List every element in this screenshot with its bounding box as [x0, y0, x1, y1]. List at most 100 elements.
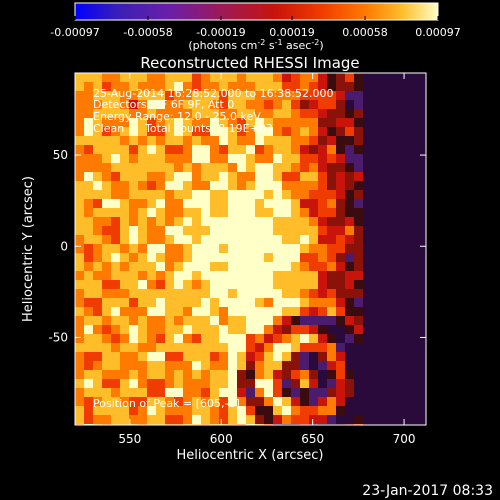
heatmap-cell — [165, 253, 175, 263]
heatmap-cell — [336, 334, 346, 344]
heatmap-cell — [93, 271, 103, 281]
heatmap-cell — [354, 262, 364, 272]
heatmap-cell — [381, 415, 391, 425]
heatmap-cell — [111, 316, 121, 326]
heatmap-cell — [228, 280, 238, 290]
heatmap-cell — [399, 217, 409, 227]
heatmap-cell — [318, 100, 328, 110]
heatmap-cell — [174, 208, 184, 218]
heatmap-cell — [129, 280, 139, 290]
heatmap-cell — [129, 217, 139, 227]
heatmap-cell — [102, 190, 112, 200]
heatmap-cell — [417, 316, 426, 326]
heatmap-cell — [354, 370, 364, 380]
heatmap-cell — [363, 100, 373, 110]
heatmap-cell — [165, 370, 175, 380]
heatmap-cell — [273, 73, 283, 83]
heatmap-cell — [291, 199, 301, 209]
heatmap-cell — [156, 91, 166, 101]
heatmap-cell — [264, 253, 274, 263]
heatmap-cell — [300, 100, 310, 110]
heatmap-cell — [156, 181, 166, 191]
heatmap-cell — [345, 298, 355, 308]
heatmap-cell — [120, 109, 130, 119]
heatmap-cell — [147, 154, 157, 164]
heatmap-cell — [192, 352, 202, 362]
heatmap-cell — [381, 262, 391, 272]
heatmap-cell — [183, 334, 193, 344]
heatmap-cell — [210, 280, 220, 290]
heatmap-cell — [147, 91, 157, 101]
heatmap-cell — [174, 73, 184, 83]
heatmap-cell — [102, 163, 112, 173]
heatmap-cell — [228, 352, 238, 362]
heatmap-cell — [246, 388, 256, 398]
heatmap-cell — [372, 73, 382, 83]
heatmap-cell — [210, 145, 220, 155]
heatmap-cell — [300, 154, 310, 164]
heatmap-cell — [345, 118, 355, 128]
heatmap-cell — [165, 316, 175, 326]
heatmap-cell — [174, 181, 184, 191]
heatmap-cell — [255, 343, 265, 353]
heatmap-cell — [210, 415, 220, 425]
heatmap-cell — [300, 379, 310, 389]
heatmap-cell — [174, 127, 184, 137]
heatmap-cell — [282, 325, 292, 335]
heatmap-cell — [399, 145, 409, 155]
heatmap-cell — [354, 397, 364, 407]
heatmap-cell — [147, 289, 157, 299]
heatmap-cell — [336, 208, 346, 218]
heatmap-cell — [363, 307, 373, 317]
heatmap-cell — [354, 415, 364, 425]
heatmap-cell — [354, 244, 364, 254]
heatmap-cell — [381, 181, 391, 191]
heatmap-cell — [336, 100, 346, 110]
heatmap-cell — [75, 199, 85, 209]
heatmap-cell — [363, 190, 373, 200]
heatmap-cell — [282, 370, 292, 380]
heatmap-cell — [273, 244, 283, 254]
heatmap-cell — [354, 271, 364, 281]
heatmap-cell — [264, 172, 274, 182]
heatmap-cell — [318, 361, 328, 371]
heatmap-cell — [246, 199, 256, 209]
heatmap-cell — [210, 118, 220, 128]
heatmap-cell — [363, 280, 373, 290]
heatmap-cell — [363, 91, 373, 101]
heatmap-cell — [399, 352, 409, 362]
heatmap-cell — [165, 82, 175, 92]
heatmap-cell — [354, 325, 364, 335]
heatmap-cell — [399, 190, 409, 200]
heatmap-cell — [282, 244, 292, 254]
heatmap-cell — [93, 154, 103, 164]
heatmap-cell — [354, 91, 364, 101]
heatmap-cell — [390, 118, 400, 128]
heatmap-cell — [111, 253, 121, 263]
heatmap-cell — [156, 127, 166, 137]
heatmap-cell — [399, 280, 409, 290]
heatmap-cell — [408, 253, 418, 263]
heatmap-cell — [237, 298, 247, 308]
heatmap-cell — [327, 262, 337, 272]
heatmap-cell — [192, 154, 202, 164]
heatmap-cell — [417, 172, 426, 182]
heatmap-cell — [219, 100, 229, 110]
heatmap-cell — [255, 406, 265, 416]
heatmap-cell — [147, 100, 157, 110]
heatmap-cell — [228, 73, 238, 83]
heatmap-cell — [165, 262, 175, 272]
heatmap-cell — [381, 118, 391, 128]
heatmap-cell — [183, 91, 193, 101]
heatmap-cell — [111, 415, 121, 425]
heatmap-cell — [138, 352, 148, 362]
heatmap-cell — [408, 127, 418, 137]
heatmap-cell — [156, 415, 166, 425]
heatmap-cell — [246, 397, 256, 407]
heatmap-cell — [93, 118, 103, 128]
heatmap-cell — [246, 415, 256, 425]
heatmap-cell — [264, 352, 274, 362]
heatmap-cell — [291, 406, 301, 416]
heatmap-cell — [165, 406, 175, 416]
heatmap-cell — [192, 325, 202, 335]
